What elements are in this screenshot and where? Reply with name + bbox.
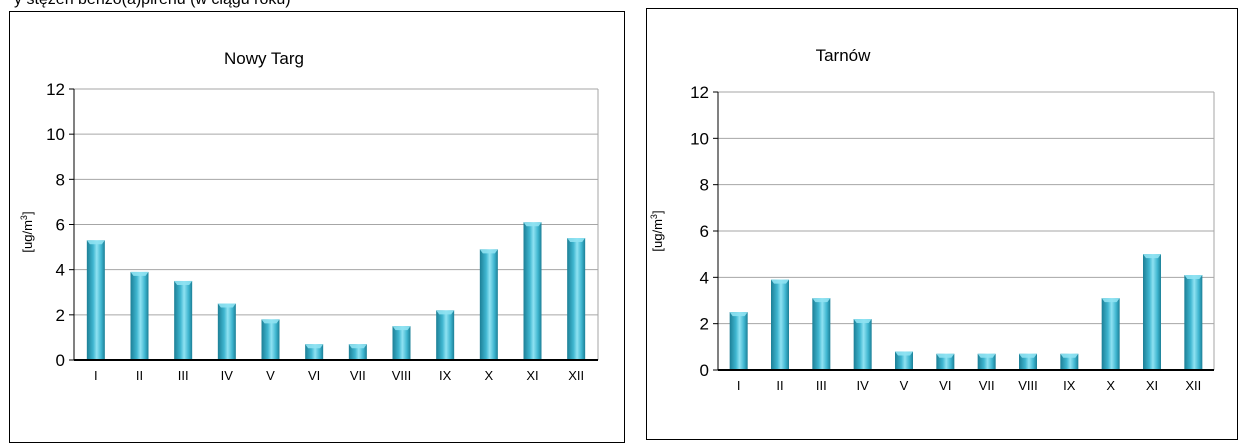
bar-cap: [812, 298, 831, 303]
x-tick-label: VIII: [1018, 378, 1038, 393]
x-tick-label: XI: [526, 368, 538, 383]
bar: [936, 353, 955, 370]
bar-cap: [771, 279, 789, 284]
x-tick-label: XI: [1146, 378, 1158, 393]
bar-cap: [1019, 353, 1037, 358]
bar-cap: [305, 344, 324, 349]
bar: [1060, 353, 1079, 370]
bar-cap: [86, 240, 105, 245]
x-tick-label: VIII: [392, 368, 412, 383]
y-tick-label: 4: [56, 261, 65, 280]
bar: [86, 240, 105, 360]
y-tick-label: 12: [690, 83, 709, 102]
bar: [1143, 254, 1161, 370]
y-tick-label: 4: [700, 268, 709, 287]
y-tick-label: 0: [700, 361, 709, 380]
bar-cap: [348, 344, 367, 349]
y-tick-label: 10: [690, 129, 709, 148]
bar: [567, 238, 586, 360]
x-tick-label: II: [776, 378, 783, 393]
y-tick-label: 6: [56, 216, 65, 235]
bar-cap: [174, 280, 193, 285]
bar: [977, 353, 996, 370]
y-tick-label: 12: [46, 80, 65, 99]
bar: [217, 303, 236, 360]
x-tick-label: VII: [979, 378, 995, 393]
bar-cap: [261, 319, 280, 324]
bar: [1019, 353, 1037, 370]
y-tick-label: 8: [700, 176, 709, 195]
bar-cap: [936, 353, 955, 358]
bar-cap: [977, 353, 996, 358]
y-tick-label: 8: [56, 170, 65, 189]
figure-caption: y stężeń benzo(a)pirenu (w ciągu roku): [14, 0, 291, 9]
x-tick-label: V: [900, 378, 909, 393]
bar-cap: [479, 249, 498, 254]
x-tick-label: I: [737, 378, 741, 393]
bar: [853, 319, 872, 370]
bar-cap: [853, 319, 872, 324]
bar: [1101, 298, 1120, 370]
x-tick-label: IX: [439, 368, 452, 383]
bar: [130, 271, 149, 360]
bar-cap: [1101, 298, 1120, 303]
x-tick-label: V: [266, 368, 275, 383]
bar-cap: [130, 271, 149, 276]
x-tick-label: IV: [857, 378, 870, 393]
bar: [479, 249, 498, 360]
y-axis-label: [ug/m3]: [649, 210, 665, 251]
y-tick-label: 2: [700, 315, 709, 334]
bar-cap: [895, 351, 913, 356]
x-tick-label: IV: [221, 368, 234, 383]
x-tick-label: III: [178, 368, 189, 383]
bar-cap: [1143, 254, 1161, 259]
bar: [174, 280, 193, 360]
x-tick-label: VII: [350, 368, 366, 383]
x-tick-label: VI: [939, 378, 951, 393]
x-tick-label: I: [94, 368, 98, 383]
bar-cap: [217, 303, 236, 308]
x-tick-label: II: [136, 368, 143, 383]
y-tick-label: 10: [46, 125, 65, 144]
bar-cap: [436, 310, 455, 315]
bar-cap: [1060, 353, 1079, 358]
bar: [771, 279, 789, 370]
x-tick-label: X: [1106, 378, 1115, 393]
chart-panel-nowy-targ: Nowy Targ [ug/m3] 0 2 4 6 8 10 12 I II III IV V VI VII V…: [9, 11, 625, 443]
bar-cap: [567, 238, 586, 243]
bar: [261, 319, 280, 360]
y-tick-label: 0: [56, 351, 65, 370]
bar: [436, 310, 455, 360]
bar: [895, 351, 913, 370]
bar: [1184, 275, 1203, 370]
x-tick-label: XII: [568, 368, 584, 383]
bar-cap: [523, 222, 542, 227]
y-tick-label: 6: [700, 222, 709, 241]
bar: [729, 312, 748, 370]
chart-title: Nowy Targ: [224, 49, 304, 68]
bar: [812, 298, 831, 370]
bar-cap: [1184, 275, 1203, 280]
y-tick-label: 2: [56, 306, 65, 325]
bar: [392, 326, 411, 360]
x-tick-label: X: [484, 368, 493, 383]
chart-panel-tarnow: Tarnów [ug/m3] 0 2 4 6 8 10 12 I II III IV V VI VII VIII…: [646, 8, 1238, 440]
x-tick-label: III: [816, 378, 827, 393]
x-tick-label: XII: [1185, 378, 1201, 393]
y-axis-label: [ug/m3]: [19, 211, 35, 252]
bar: [523, 222, 542, 360]
bar-cap: [729, 312, 748, 317]
x-tick-label: VI: [308, 368, 320, 383]
x-tick-label: IX: [1063, 378, 1076, 393]
chart-title: Tarnów: [816, 46, 872, 65]
bar-cap: [392, 326, 411, 331]
